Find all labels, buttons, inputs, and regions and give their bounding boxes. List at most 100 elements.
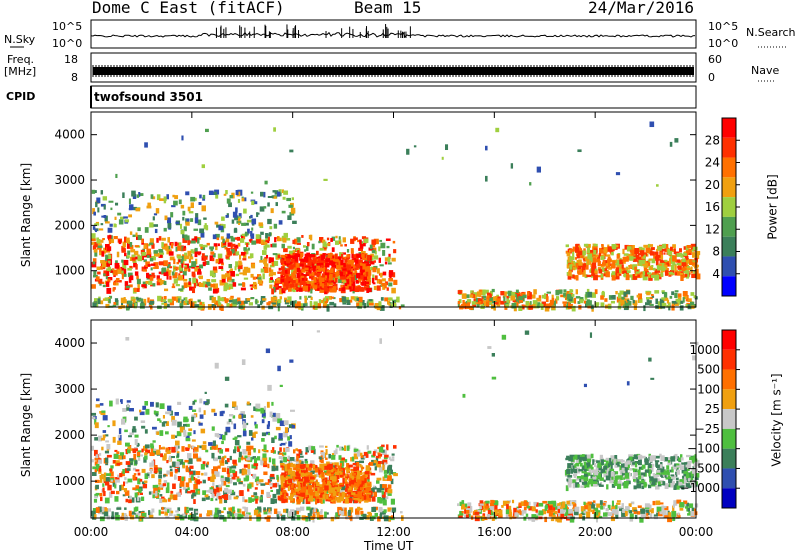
power-pixel bbox=[654, 251, 659, 256]
power-pixel bbox=[596, 255, 601, 260]
power-pixel bbox=[243, 266, 249, 272]
velocity-pixel bbox=[324, 491, 327, 494]
power-pixel bbox=[110, 239, 115, 244]
velocity-pixel bbox=[350, 474, 354, 479]
velocity-pixel bbox=[213, 466, 218, 472]
velocity-pixel bbox=[315, 482, 320, 487]
power-pixel bbox=[93, 190, 97, 194]
velocity-pixel bbox=[99, 516, 105, 522]
power-pixel bbox=[664, 248, 668, 253]
power-pixel bbox=[121, 259, 124, 263]
power-pixel bbox=[344, 259, 349, 263]
power-pixel bbox=[670, 264, 675, 271]
velocity-pixel bbox=[359, 472, 363, 475]
power-pixel bbox=[565, 244, 570, 248]
power-pixel bbox=[250, 214, 253, 219]
velocity-pixel bbox=[307, 513, 312, 519]
power-pixel bbox=[91, 261, 97, 268]
power-pixel bbox=[661, 248, 666, 252]
power-pixel bbox=[164, 303, 168, 306]
power-pixel bbox=[298, 276, 302, 280]
power-pixel bbox=[304, 249, 307, 252]
power-pixel bbox=[302, 303, 306, 308]
velocity-pixel bbox=[102, 487, 105, 493]
velocity-pixel bbox=[384, 474, 388, 478]
velocity-pixel bbox=[236, 476, 240, 481]
velocity-pixel bbox=[179, 426, 185, 433]
velocity-pixel bbox=[354, 494, 358, 498]
power-pixel bbox=[520, 293, 525, 296]
velocity-pixel bbox=[214, 507, 219, 514]
power-pixel bbox=[293, 261, 298, 268]
power-pixel bbox=[185, 221, 190, 226]
velocity-pixel bbox=[183, 431, 187, 438]
velocity-pixel bbox=[254, 424, 258, 429]
velocity-pixel bbox=[353, 466, 358, 471]
power-pixel bbox=[667, 249, 673, 255]
velocity-pixel bbox=[245, 475, 250, 481]
velocity-pixel bbox=[252, 432, 256, 438]
velocity-pixel bbox=[253, 448, 256, 453]
power-pixel bbox=[215, 259, 221, 263]
power-pixel bbox=[330, 268, 334, 273]
velocity-pixel bbox=[357, 506, 361, 511]
power-pixel bbox=[615, 260, 620, 266]
velocity-pixel bbox=[232, 415, 236, 419]
velocity-pixel bbox=[237, 435, 242, 438]
velocity-pixel bbox=[197, 475, 200, 478]
power-pixel bbox=[223, 193, 227, 196]
velocity-pixel bbox=[311, 481, 316, 488]
power-pixel bbox=[306, 252, 311, 257]
velocity-pixel bbox=[359, 484, 363, 487]
power-pixel bbox=[100, 190, 104, 195]
power-pixel bbox=[229, 235, 234, 239]
power-pixel bbox=[219, 279, 225, 286]
velocity-pixel bbox=[263, 416, 266, 419]
power-pixel bbox=[244, 249, 247, 256]
power-pixel bbox=[359, 302, 363, 307]
power-pixel bbox=[348, 285, 352, 290]
power-pixel bbox=[159, 250, 164, 254]
power-pixel bbox=[224, 246, 228, 250]
power-pixel bbox=[674, 292, 678, 299]
power-pixel bbox=[163, 260, 168, 267]
power-pixel bbox=[583, 257, 587, 262]
velocity-pixel bbox=[206, 399, 210, 404]
power-pixel bbox=[258, 222, 263, 227]
velocity-pixel bbox=[263, 406, 266, 410]
power-pixel bbox=[291, 197, 294, 201]
power-pixel bbox=[268, 257, 272, 264]
power-pixel bbox=[527, 291, 530, 296]
power-pixel bbox=[666, 244, 669, 250]
power-pixel bbox=[478, 292, 482, 298]
velocity-pixel bbox=[285, 447, 290, 452]
velocity-pixel bbox=[239, 457, 244, 461]
power-pixel bbox=[374, 303, 379, 309]
power-pixel bbox=[374, 250, 377, 255]
power-pixel bbox=[176, 296, 182, 301]
velocity-pixel bbox=[181, 476, 184, 481]
power-pixel bbox=[135, 207, 141, 212]
power-pixel bbox=[339, 269, 342, 273]
power-pixel bbox=[606, 254, 611, 257]
power-pixel bbox=[656, 269, 661, 273]
velocity-pixel bbox=[102, 506, 105, 513]
velocity-pixel bbox=[261, 419, 265, 424]
velocity-pixel bbox=[171, 416, 175, 422]
velocity-pixel bbox=[309, 463, 313, 468]
velocity-pixel bbox=[342, 478, 345, 484]
velocity-pixel bbox=[123, 481, 126, 487]
power-pixel bbox=[377, 305, 382, 308]
power-pixel bbox=[148, 280, 153, 285]
velocity-pixel bbox=[364, 481, 368, 488]
power-pixel bbox=[280, 266, 285, 270]
velocity-pixel bbox=[299, 464, 305, 470]
velocity-pixel bbox=[315, 488, 318, 492]
power-pixel bbox=[370, 261, 375, 265]
velocity-pixel bbox=[291, 470, 296, 477]
velocity-pixel bbox=[232, 506, 235, 512]
velocity-pixel bbox=[190, 489, 196, 493]
power-pixel bbox=[213, 243, 218, 247]
power-pixel bbox=[319, 247, 324, 251]
power-pixel bbox=[203, 256, 206, 262]
